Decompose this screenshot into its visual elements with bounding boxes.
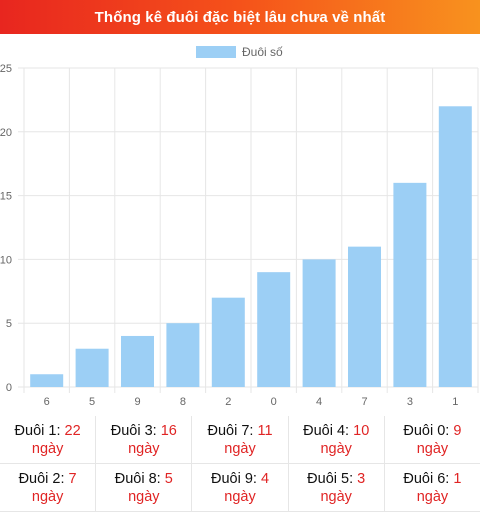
stat-cell: Đuôi 4: 10 ngày [288,416,385,464]
stat-value: 5 [164,470,173,487]
stat-unit: ngày [320,488,352,505]
stat-unit: ngày [224,488,256,505]
stat-cell: Đuôi 7: 11 ngày [192,416,289,464]
bar [166,323,200,387]
stat-cell: Đuôi 6: 1 ngày [384,464,480,512]
stat-value: 16 [160,422,177,439]
stat-unit: ngày [224,440,256,457]
bar [75,348,109,387]
page-header: Thống kê đuôi đặc biệt lâu chưa về nhất [0,0,480,34]
stat-value: 7 [68,470,77,487]
stat-cell: Đuôi 0: 9 ngày [384,416,480,464]
stats-row: Đuôi 2: 7 ngày Đuôi 8: 5 ngày Đuôi 9: 4 … [0,464,480,512]
stat-cell: Đuôi 9: 4 ngày [192,464,289,512]
stat-label: Đuôi 0: [403,422,450,439]
stat-label: Đuôi 3: [110,422,157,439]
stat-value: 3 [357,470,366,487]
stat-value: 10 [353,422,370,439]
stat-label: Đuôi 6: [403,470,450,487]
bar [121,335,154,387]
y-tick-label: 15 [0,191,12,203]
stat-unit: ngày [416,488,449,505]
stat-value: 22 [64,422,81,439]
bar [438,106,472,387]
stat-label: Đuôi 1: [14,422,61,439]
legend-swatch [196,46,236,58]
y-tick-label: 5 [6,318,12,330]
stat-unit: ngày [128,488,160,505]
y-tick-label: 25 [0,63,12,75]
stat-value: 9 [453,422,462,439]
x-tick-label: 8 [180,396,186,408]
x-tick-label: 3 [407,396,413,408]
x-tick-label: 6 [44,396,50,408]
bar [211,297,245,387]
stat-cell: Đuôi 2: 7 ngày [0,464,97,512]
legend-label: Đuôi số [242,45,283,59]
bar [393,182,427,387]
stat-label: Đuôi 7: [207,422,254,439]
x-tick-label: 4 [316,396,322,408]
stat-cell: Đuôi 5: 3 ngày [288,464,385,512]
stat-cell: Đuôi 8: 5 ngày [96,464,193,512]
stat-unit: ngày [416,440,449,457]
x-tick-label: 0 [271,396,277,408]
y-tick-label: 20 [0,127,12,139]
bar [302,259,336,387]
stats-table: Đuôi 1: 22 ngày Đuôi 3: 16 ngày Đuôi 7: … [0,416,480,512]
stat-label: Đuôi 5: [307,470,354,487]
stat-unit: ngày [320,440,352,457]
x-tick-label: 2 [225,396,231,408]
bar [348,246,381,387]
stat-unit: ngày [128,440,160,457]
stat-label: Đuôi 8: [114,470,161,487]
x-tick-label: 5 [89,396,95,408]
stat-unit: ngày [31,440,64,457]
y-tick-label: 10 [0,254,12,266]
bar [30,374,64,387]
x-tick-label: 1 [452,396,458,408]
stat-cell: Đuôi 3: 16 ngày [96,416,193,464]
chart-container: 0 5 10 15 20 25 6 5 9 8 2 0 4 7 3 1 Đuôi số [0,34,480,414]
page-title: Thống kê đuôi đặc biệt lâu chưa về nhất [94,8,386,26]
bar [257,272,291,387]
stat-value: 1 [453,470,462,487]
stat-label: Đuôi 9: [210,470,257,487]
stat-cell: Đuôi 1: 22 ngày [0,416,97,464]
stat-label: Đuôi 4: [303,422,350,439]
stats-row: Đuôi 1: 22 ngày Đuôi 3: 16 ngày Đuôi 7: … [0,416,480,464]
y-tick-label: 0 [6,382,12,394]
stat-label: Đuôi 2: [18,470,65,487]
x-tick-label: 7 [361,396,367,408]
x-tick-label: 9 [134,396,140,408]
stat-value: 4 [260,470,270,487]
stat-unit: ngày [31,488,64,505]
stat-value: 11 [257,422,273,439]
